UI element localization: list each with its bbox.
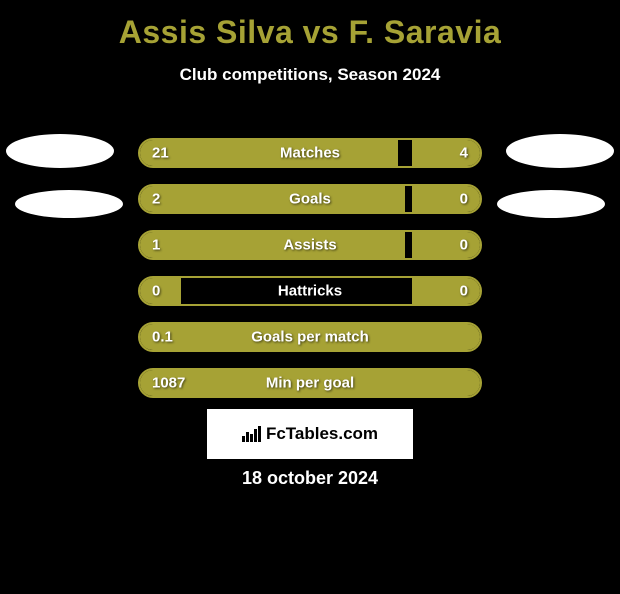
player-left-oval-2 bbox=[15, 190, 123, 218]
player-right-oval-2 bbox=[497, 190, 605, 218]
stat-value-left: 1087 bbox=[152, 375, 185, 392]
bar-fill-right bbox=[412, 278, 480, 304]
stat-label: Goals bbox=[289, 191, 331, 208]
stat-row: Hattricks 0 0 bbox=[138, 276, 482, 306]
page-subtitle: Club competitions, Season 2024 bbox=[0, 65, 620, 85]
stat-label: Goals per match bbox=[251, 329, 369, 346]
stat-value-left: 1 bbox=[152, 237, 160, 254]
bar-fill-right bbox=[412, 186, 480, 212]
bar-fill-left bbox=[140, 232, 405, 258]
stat-row: Assists 1 0 bbox=[138, 230, 482, 260]
stat-value-left: 0.1 bbox=[152, 329, 173, 346]
bar-gap bbox=[398, 140, 412, 166]
bar-fill-left bbox=[140, 186, 405, 212]
player-right-oval-1 bbox=[506, 134, 614, 168]
stat-label: Assists bbox=[283, 237, 336, 254]
logo-text: FcTables.com bbox=[266, 424, 378, 444]
stat-value-right: 0 bbox=[460, 283, 468, 300]
player-left-oval-1 bbox=[6, 134, 114, 168]
bar-fill-left bbox=[140, 278, 181, 304]
stat-row: Goals per match 0.1 bbox=[138, 322, 482, 352]
bar-gap bbox=[405, 232, 412, 258]
date: 18 october 2024 bbox=[0, 468, 620, 489]
stat-value-right: 0 bbox=[460, 237, 468, 254]
logo-box: FcTables.com bbox=[207, 409, 413, 459]
bar-chart-icon bbox=[242, 426, 262, 442]
bar-fill-right bbox=[412, 232, 480, 258]
stat-label: Hattricks bbox=[278, 283, 342, 300]
comparison-bars: Matches214Goals20Assists10Hattricks00Goa… bbox=[138, 138, 482, 414]
logo: FcTables.com bbox=[242, 424, 378, 444]
stat-row: Min per goal 1087 bbox=[138, 368, 482, 398]
stat-value-right: 0 bbox=[460, 191, 468, 208]
stat-row: Goals 2 0 bbox=[138, 184, 482, 214]
stat-label: Min per goal bbox=[266, 375, 354, 392]
stat-row: Matches 21 4 bbox=[138, 138, 482, 168]
stat-label: Matches bbox=[280, 145, 340, 162]
page-title: Assis Silva vs F. Saravia bbox=[0, 14, 620, 51]
stat-value-left: 0 bbox=[152, 283, 160, 300]
bar-fill-right bbox=[412, 140, 480, 166]
bar-fill-left bbox=[140, 140, 398, 166]
stat-value-left: 2 bbox=[152, 191, 160, 208]
bar-gap bbox=[405, 186, 412, 212]
stat-value-left: 21 bbox=[152, 145, 169, 162]
stat-value-right: 4 bbox=[460, 145, 468, 162]
